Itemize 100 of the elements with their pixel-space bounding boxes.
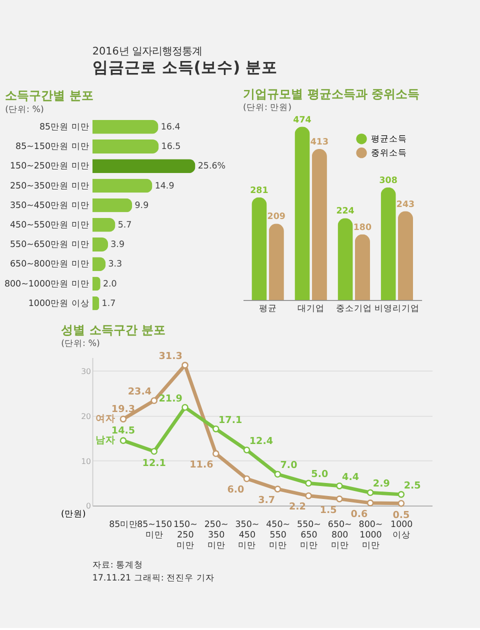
chart-title: 소득구간별 분포 [5, 88, 94, 103]
point [120, 416, 127, 422]
data-label: 413 [310, 138, 328, 148]
y-tick-label: 550~650만원 미만 [10, 240, 90, 250]
x-tick-label: 85~150 미만 [137, 520, 172, 540]
point [243, 446, 250, 454]
y-tick-label: 85만원 미만 [39, 122, 90, 133]
chart-subtitle: (단위: %) [61, 339, 100, 350]
point [120, 437, 127, 444]
series-label: 남자 [95, 435, 116, 446]
y-tick-label: 85~150만원 미만 [16, 142, 90, 152]
legend-label: 중위소득 [371, 148, 408, 158]
data-label: 0.5 [392, 510, 410, 522]
bar [268, 224, 284, 300]
bar [398, 211, 414, 300]
data-label: 224 [336, 206, 354, 217]
data-label: 7.0 [280, 460, 298, 472]
x-tick-label: 대기업 [297, 304, 324, 314]
data-label: 21.9 [158, 393, 183, 404]
point [212, 426, 220, 432]
data-label: 2.2 [288, 502, 306, 513]
x-tick-label: 1000 이상 [390, 520, 413, 540]
point [336, 482, 343, 490]
data-label: 9.9 [134, 200, 149, 211]
series-label: 여자 [95, 414, 116, 425]
data-label: 25.6% [198, 162, 226, 172]
point [336, 496, 343, 502]
x-tick-label: 평균 [258, 304, 277, 314]
point [398, 500, 405, 507]
bar [92, 159, 196, 174]
y-tick-label: 1000만원 이상 [28, 298, 90, 309]
data-label: 1.7 [102, 298, 116, 309]
bar [92, 218, 116, 232]
point [366, 500, 374, 506]
data-label: 2.9 [372, 478, 390, 490]
data-label: 14.5 [111, 426, 136, 437]
bar [92, 120, 158, 134]
data-label: 3.7 [258, 494, 276, 506]
point [150, 448, 158, 455]
point [398, 491, 405, 498]
x-axis-title: (만원) [61, 510, 86, 520]
chart-subtitle: (단위: %) [5, 104, 44, 115]
x-tick-label: 800~ 1000 미만 [358, 520, 383, 551]
bar [92, 140, 159, 154]
y-tick-label: 450~550만원 미만 [10, 220, 90, 231]
text: 2016년 일자리행정통계 [92, 45, 202, 58]
x-tick-label: 550~ 650 미만 [297, 520, 321, 551]
x-tick-label: 중소기업 [336, 304, 372, 314]
data-label: 5.7 [118, 220, 132, 231]
x-tick-label: 450~ 550 미만 [266, 520, 290, 551]
point [243, 475, 250, 482]
bar [312, 148, 327, 300]
bar [92, 198, 132, 212]
x-tick-label: 350~ 450 미만 [235, 520, 260, 551]
bar [354, 234, 370, 300]
bar [338, 218, 353, 300]
x-tick-label: 85미만 [109, 520, 138, 530]
y-tick-label: 10 [81, 456, 92, 466]
point [182, 404, 188, 411]
data-label: 308 [379, 176, 398, 186]
data-label: 6.0 [227, 484, 244, 496]
bar [380, 187, 396, 300]
text: 임금근로 소득(보수) 분포 [92, 58, 278, 77]
chart-title: 성별 소득구간 분포 [61, 322, 166, 337]
x-tick-label: 650~ 800 미만 [328, 520, 352, 551]
data-label: 31.3 [158, 351, 182, 362]
y-tick-label: 150~250만원 미만 [10, 162, 90, 172]
y-tick-label: 20 [81, 412, 92, 421]
data-label: 3.3 [108, 260, 122, 270]
data-label: 281 [250, 186, 268, 196]
data-label: 0.6 [350, 508, 368, 520]
chart-subtitle: (단위: 만원) [243, 103, 292, 114]
point [366, 489, 374, 496]
text: 자료: 통계청 [92, 560, 144, 571]
bar [92, 178, 152, 193]
data-label: 17.1 [218, 414, 242, 426]
bar [294, 126, 310, 300]
data-label: 16.5 [161, 142, 181, 152]
chart-title: 기업규모별 평균소득과 중위소득 [243, 86, 420, 101]
x-tick-label: 비영리기업 [374, 304, 420, 314]
y-tick-label: 800~1000만원 미만 [4, 279, 90, 290]
data-label: 2.5 [404, 480, 421, 492]
point [305, 480, 312, 487]
x-tick-label: 250~ 350 미만 [204, 520, 228, 551]
data-label: 16.4 [160, 122, 181, 133]
y-tick-label: 650~800만원 미만 [10, 260, 90, 270]
data-label: 4.4 [342, 472, 360, 483]
text: 17.11.21 그래픽: 전진우 기자 [92, 574, 214, 584]
data-label: 12.1 [142, 458, 166, 470]
data-label: 11.6 [190, 460, 214, 471]
point [274, 486, 282, 492]
y-tick-label: 30 [81, 367, 92, 376]
data-label: 243 [396, 200, 415, 210]
y-tick-label: 250~350만원 미만 [10, 181, 90, 192]
data-label: 2.0 [102, 279, 117, 290]
point [150, 397, 158, 404]
data-label: 12.4 [249, 436, 274, 447]
y-tick-label: 350~450만원 미만 [10, 200, 90, 211]
data-label: 180 [353, 222, 372, 233]
data-label: 23.4 [128, 386, 152, 398]
